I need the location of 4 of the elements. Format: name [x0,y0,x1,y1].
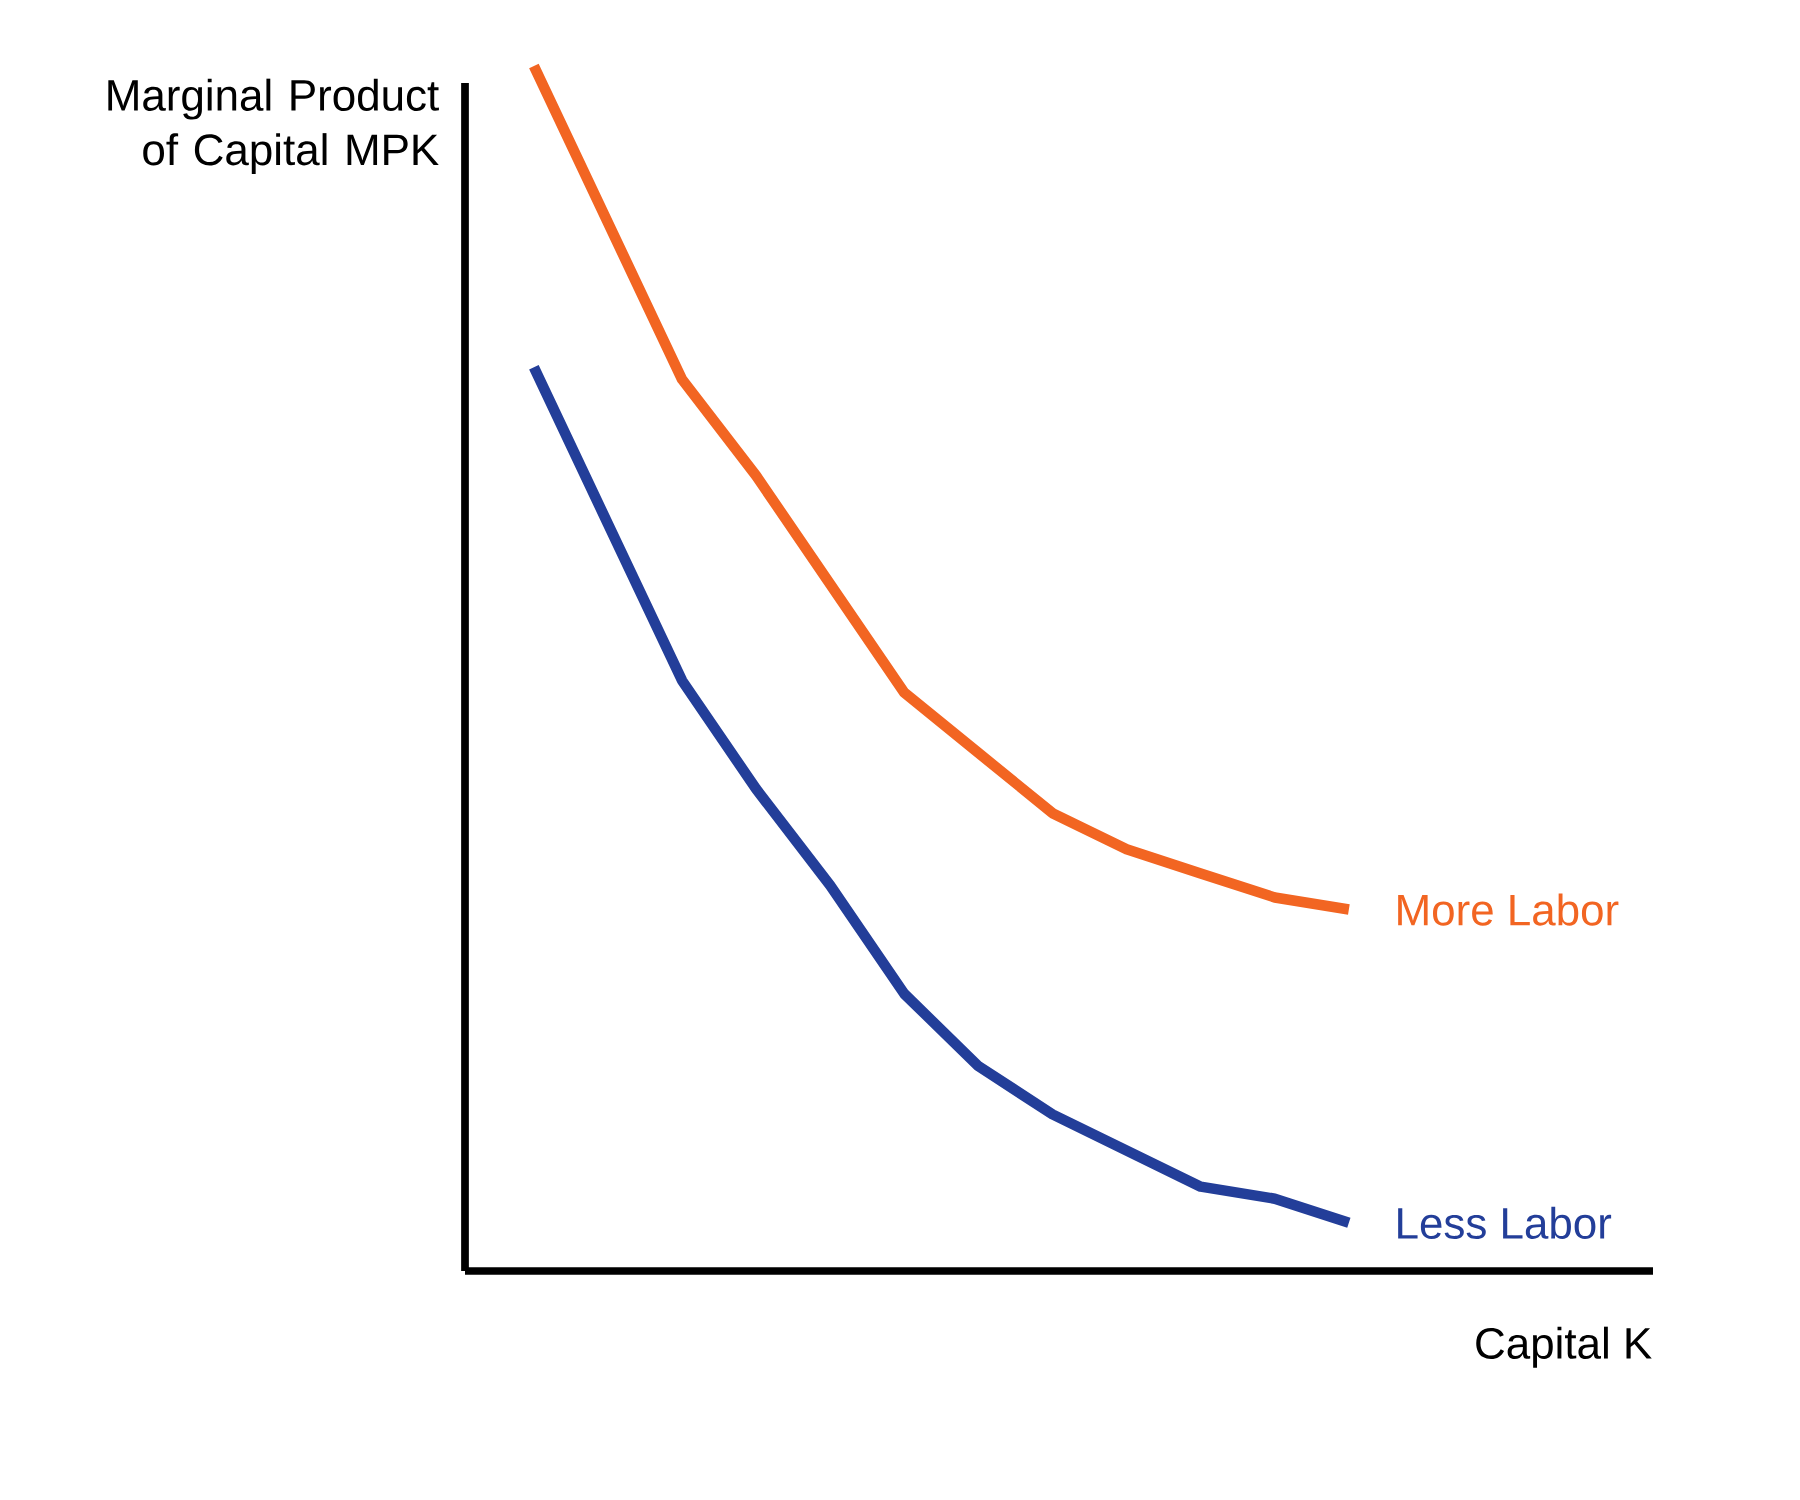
series-label: Less Labor [1398,1206,1612,1239]
series-label: More Labor [1398,893,1619,926]
y-axis-title: Marginal Product of Capital MPK [108,78,439,175]
x-axis-title: Capital K [1476,1326,1652,1368]
